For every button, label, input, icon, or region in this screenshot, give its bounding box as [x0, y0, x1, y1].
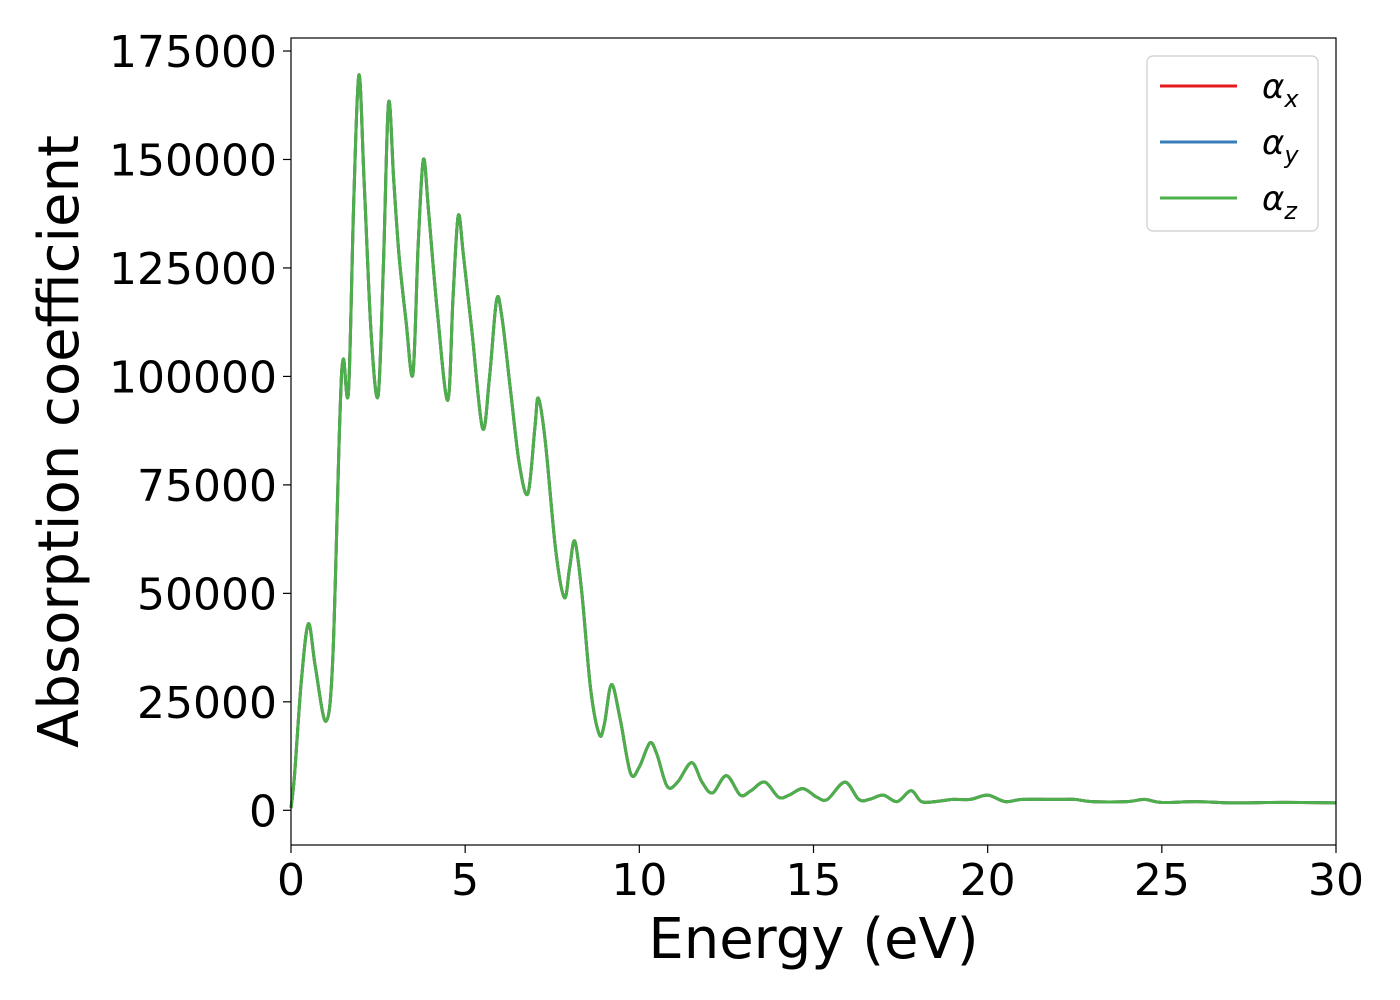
x-axis-title: Energy (eV): [648, 907, 978, 972]
legend-label-z: αz: [1262, 179, 1298, 225]
x-tick-label: 5: [451, 855, 479, 906]
legend-label-y: αy: [1262, 123, 1299, 169]
y-tick-label: 150000: [109, 135, 277, 186]
x-axis-ticks: 0 5 10 15 20 25 30: [277, 845, 1364, 906]
y-axis-title: Absorption coefficient: [27, 135, 92, 748]
plot-lines: [289, 73, 1337, 809]
y-axis-ticks: 0 25000 50000 75000 100000 125000 150000 175000: [109, 27, 291, 837]
y-tick-label: 75000: [137, 461, 277, 512]
y-tick-label: 25000: [137, 678, 277, 729]
x-tick-label: 15: [786, 855, 842, 906]
legend: αx αy αz: [1146, 55, 1319, 232]
y-tick-label: 0: [249, 786, 277, 837]
series-line-z: [289, 73, 1337, 809]
x-tick-label: 0: [277, 855, 305, 906]
x-tick-label: 20: [960, 855, 1016, 906]
y-tick-label: 50000: [137, 569, 277, 620]
x-tick-label: 25: [1134, 855, 1190, 906]
x-tick-label: 10: [611, 855, 667, 906]
y-tick-label: 175000: [109, 27, 277, 78]
y-tick-label: 125000: [109, 244, 277, 295]
x-tick-label: 30: [1308, 855, 1364, 906]
legend-label-x: αx: [1262, 67, 1299, 113]
y-tick-label: 100000: [109, 352, 277, 403]
